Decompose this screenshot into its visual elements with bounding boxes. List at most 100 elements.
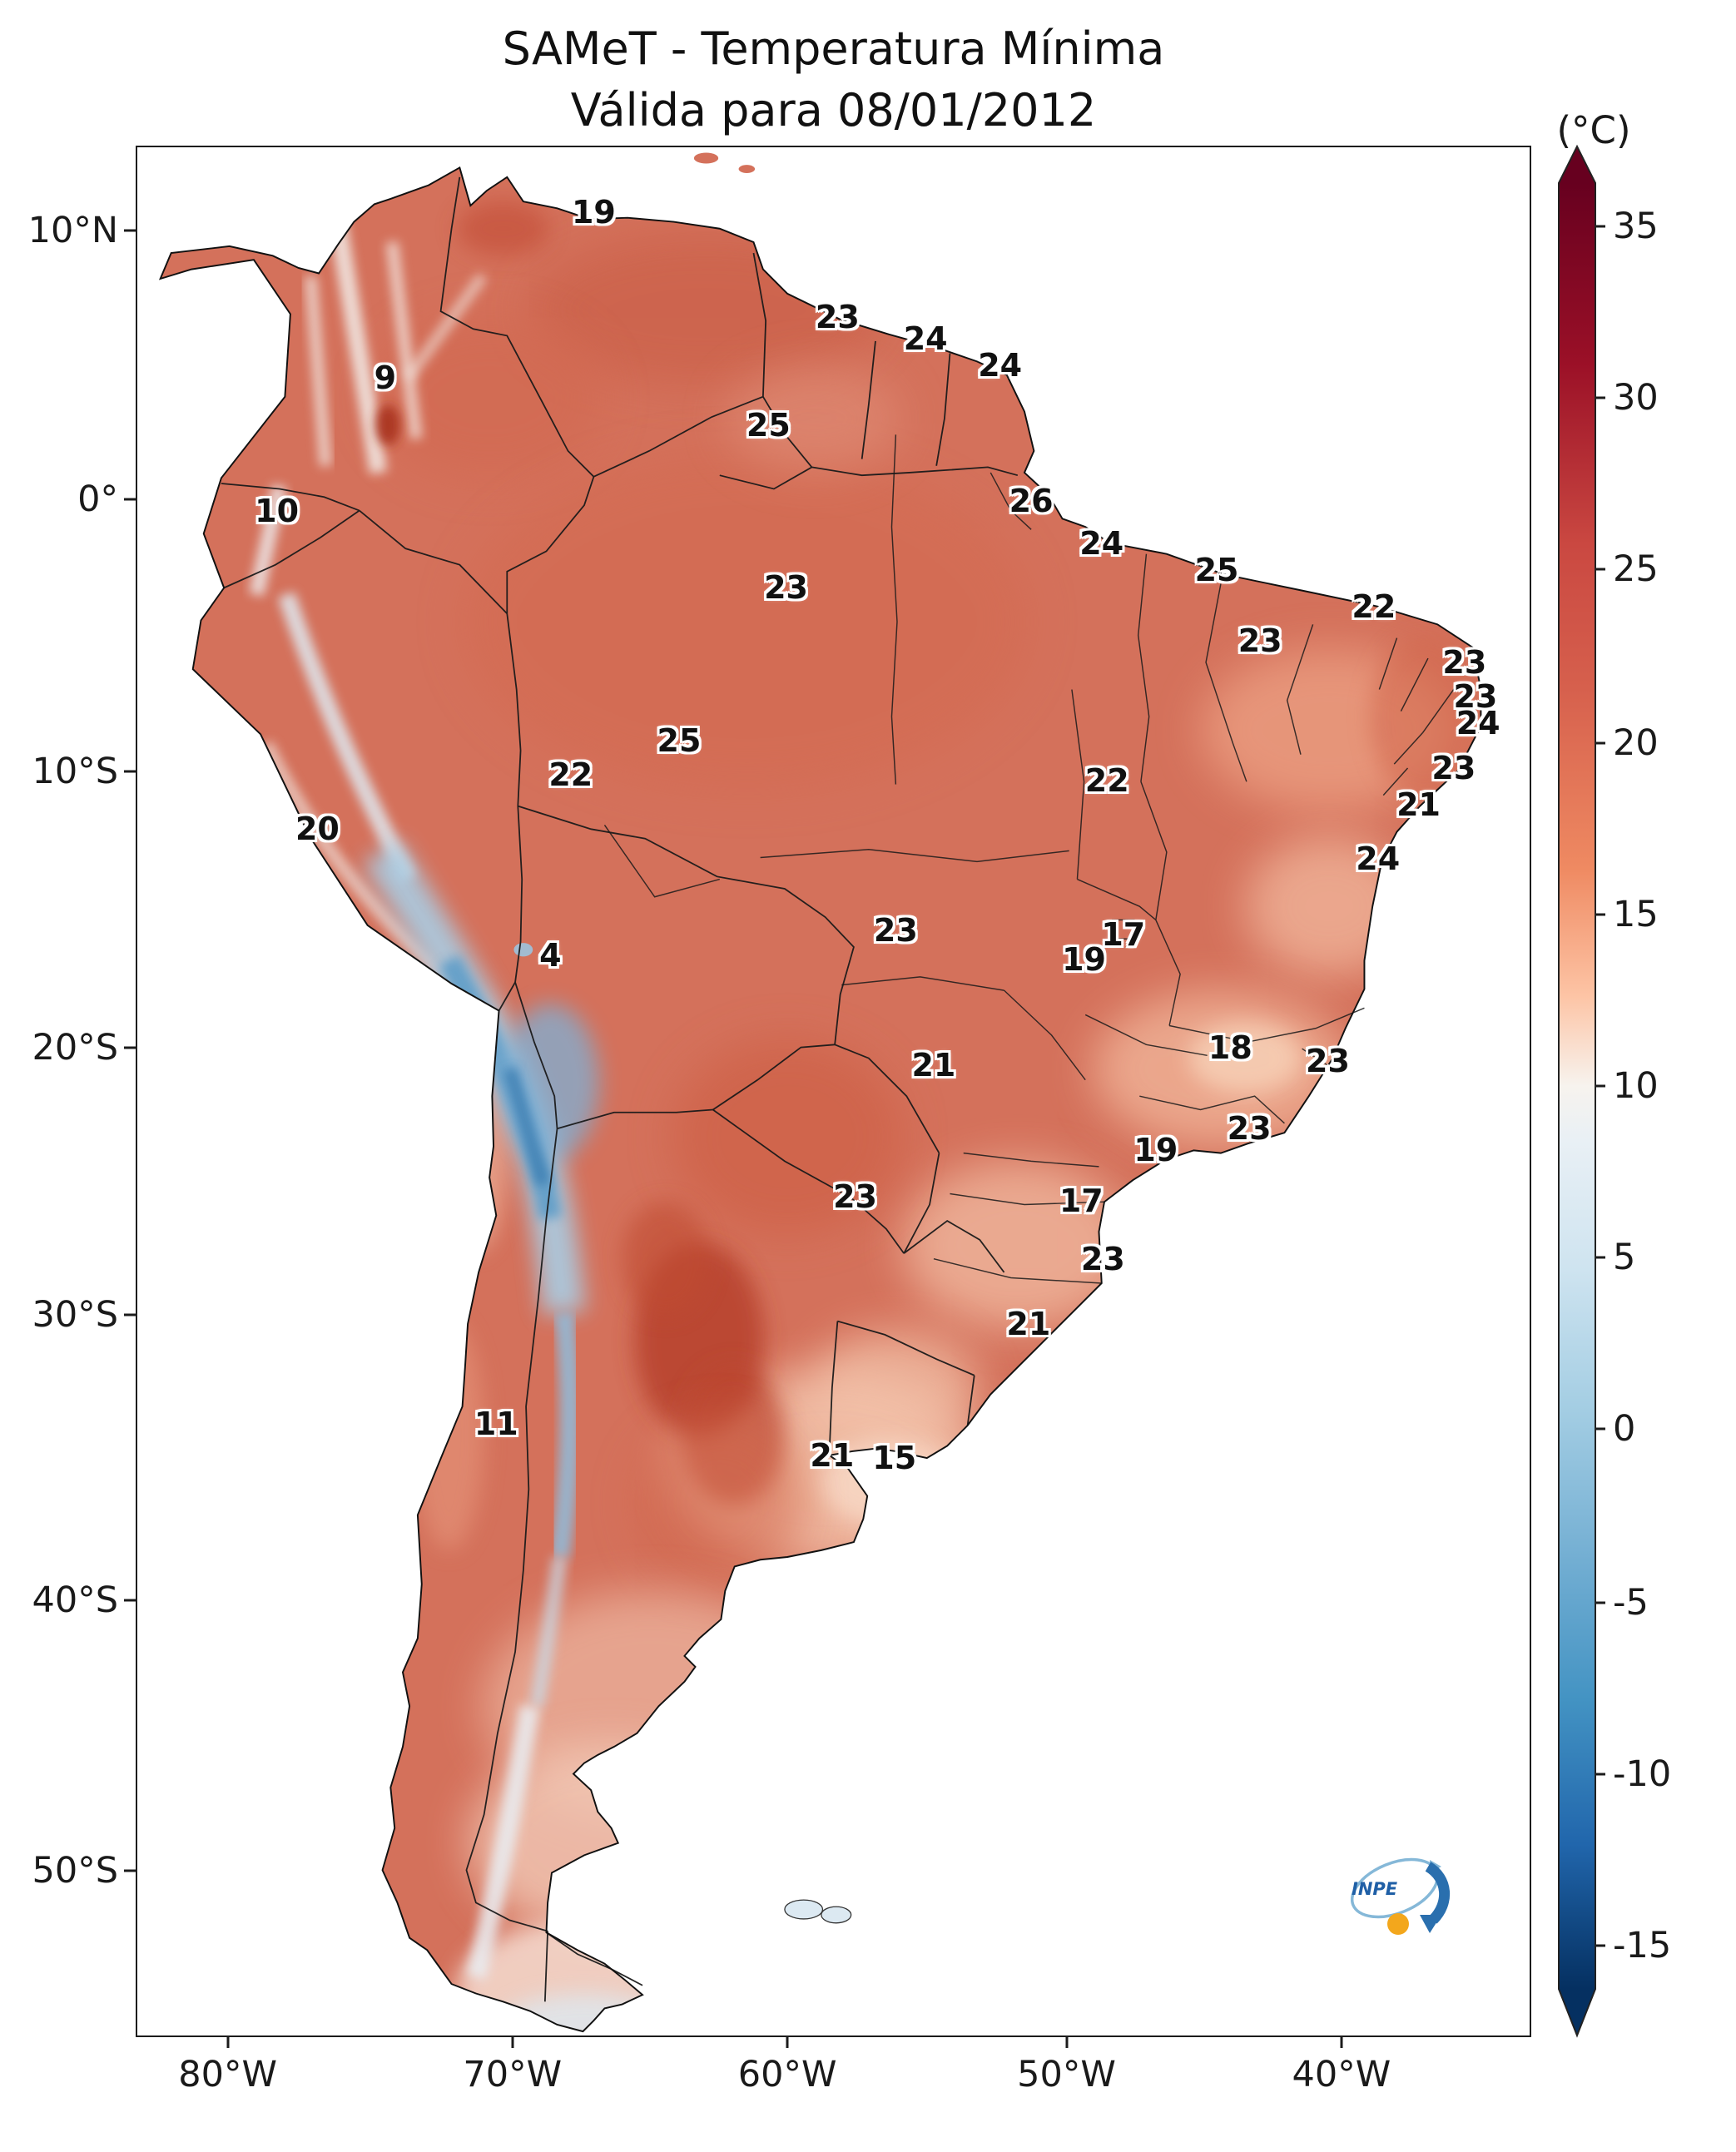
station-temp-label: 4 xyxy=(539,936,562,974)
colorbar-over-arrow xyxy=(1558,146,1596,183)
station-temp-label: 21 xyxy=(1006,1305,1051,1342)
colorbar-body xyxy=(1558,183,1596,1989)
lon-tick-label: 80°W xyxy=(178,2054,278,2095)
station-temp-label: 26 xyxy=(1009,483,1054,520)
figure-title: SAMeT - Temperatura Mínima Válida para 0… xyxy=(136,18,1531,141)
station-temp-label: 24 xyxy=(903,320,948,357)
station-temp-label: 23 xyxy=(873,912,918,950)
lat-tick-mark xyxy=(124,1046,136,1049)
station-temp-label: 21 xyxy=(810,1436,855,1474)
lat-tick-mark xyxy=(124,1313,136,1316)
colorbar-outline xyxy=(1558,144,1596,2038)
station-temp-label: 25 xyxy=(657,722,702,760)
colorbar-tick-label: -5 xyxy=(1613,1581,1649,1624)
lat-tick-mark xyxy=(124,229,136,232)
lon-tick-mark xyxy=(226,2036,230,2048)
lat-tick-label: 10°N xyxy=(27,210,118,252)
station-temp-label: 19 xyxy=(571,194,616,231)
lat-tick-label: 30°S xyxy=(32,1293,118,1336)
swoosh-arrowhead xyxy=(1420,1915,1441,1933)
south-america-temperature-map xyxy=(158,152,1482,2033)
station-temp-label: 19 xyxy=(1133,1132,1178,1169)
inpe-logo: INPE xyxy=(1332,1838,1465,1955)
station-temp-label: 23 xyxy=(815,298,860,335)
lon-tick-label: 60°W xyxy=(737,2054,837,2095)
station-temp-label: 9 xyxy=(374,359,397,396)
title-line2: Válida para 08/01/2012 xyxy=(570,84,1097,136)
colorbar-tick-mark xyxy=(1596,1601,1605,1604)
lat-tick-label: 20°S xyxy=(32,1027,118,1069)
colorbar-tick-label: 0 xyxy=(1613,1408,1636,1450)
state-borders xyxy=(603,434,1457,1284)
colorbar-tick-mark xyxy=(1596,1773,1605,1776)
station-temp-label: 22 xyxy=(548,756,593,794)
lat-tick-label: 10°S xyxy=(32,751,118,793)
colorbar-tick-label: 15 xyxy=(1613,893,1659,935)
falkland-island-east xyxy=(821,1906,852,1924)
colorbar-tick-label: 20 xyxy=(1613,721,1659,764)
colorbar-tick-label: 10 xyxy=(1613,1065,1659,1107)
map-plot-area: 19 23 24 24 25 9 10 26 24 25 23 22 23 23 23 24 25 22 22 23 2… xyxy=(136,146,1531,2037)
colorbar-tick-label: 30 xyxy=(1613,377,1659,419)
title-line1: SAMeT - Temperatura Mínima xyxy=(502,22,1165,75)
station-temp-label: 23 xyxy=(1431,750,1476,787)
lat-tick-label: 0° xyxy=(77,478,118,521)
colorbar-unit-label: (°C) xyxy=(1556,108,1631,152)
station-temp-label: 23 xyxy=(1453,677,1498,715)
station-temp-label: 17 xyxy=(1059,1182,1104,1219)
station-temp-label: 23 xyxy=(833,1178,877,1215)
colorbar-tick-label: -15 xyxy=(1613,1924,1672,1966)
station-temp-label: 23 xyxy=(764,569,808,607)
colorbar-tick-mark xyxy=(1596,396,1605,399)
lat-tick-label: 50°S xyxy=(32,1849,118,1892)
colorbar-tick-label: -10 xyxy=(1613,1753,1672,1795)
station-temp-label: 20 xyxy=(295,811,340,848)
station-temp-label: 19 xyxy=(1062,940,1107,978)
colorbar-tick-mark xyxy=(1596,1084,1605,1088)
station-temp-label: 24 xyxy=(978,347,1023,384)
station-temp-label: 23 xyxy=(1227,1110,1272,1148)
station-temp-label: 23 xyxy=(1306,1042,1350,1079)
swoosh-arrow xyxy=(1425,1862,1450,1924)
station-temp-label: 11 xyxy=(474,1406,518,1443)
station-temp-label: 23 xyxy=(1080,1240,1125,1277)
colorbar-tick-label: 25 xyxy=(1613,548,1659,591)
station-temp-label: 15 xyxy=(872,1440,917,1477)
station-temp-label: 24 xyxy=(1079,524,1124,562)
lat-tick-mark xyxy=(124,1869,136,1872)
station-temp-label: 25 xyxy=(1194,552,1239,589)
station-temp-label: 22 xyxy=(1084,761,1129,799)
lon-tick-label: 50°W xyxy=(1017,2054,1116,2095)
station-temp-label: 24 xyxy=(1356,840,1401,878)
colorbar: 35 30 25 20 15 10 5 0 -5 -10 -15 xyxy=(1558,144,1671,2038)
colorbar-tick-mark xyxy=(1596,1427,1605,1431)
lon-tick-mark xyxy=(1065,2036,1069,2048)
lon-tick-mark xyxy=(511,2036,514,2048)
colorbar-tick-mark xyxy=(1596,1256,1605,1259)
station-temp-label: 23 xyxy=(1238,622,1282,659)
lon-tick-label: 40°W xyxy=(1292,2054,1391,2095)
colorbar-tick-label: 5 xyxy=(1613,1237,1636,1279)
station-temp-label: 18 xyxy=(1208,1029,1252,1066)
station-temp-label: 23 xyxy=(1442,643,1487,681)
station-temp-label: 21 xyxy=(1396,786,1441,823)
station-labels-layer: 19 23 24 24 25 9 10 26 24 25 23 22 23 23 23 24 25 22 22 23 2… xyxy=(137,147,1530,2035)
station-temp-label: 10 xyxy=(255,492,300,529)
colorbar-tick-mark xyxy=(1596,913,1605,916)
inpe-logo-graphic: INPE xyxy=(1350,1857,1450,1935)
coastline xyxy=(158,166,1482,2033)
lat-tick-label: 40°S xyxy=(32,1579,118,1621)
colorbar-tick-label: 35 xyxy=(1613,206,1659,248)
lon-tick-mark xyxy=(786,2036,789,2048)
station-temp-label: 24 xyxy=(1456,705,1500,742)
caribbean-island xyxy=(693,152,719,164)
colorbar-tick-mark xyxy=(1596,225,1605,228)
lon-tick-label: 70°W xyxy=(463,2054,563,2095)
lat-tick-mark xyxy=(124,770,136,773)
colorbar-gradient xyxy=(1558,144,1596,2038)
inpe-logo-text: INPE xyxy=(1352,1879,1398,1899)
lon-tick-mark xyxy=(1340,2036,1343,2048)
station-temp-label: 25 xyxy=(746,406,791,444)
colorbar-under-arrow xyxy=(1558,1989,1596,2036)
